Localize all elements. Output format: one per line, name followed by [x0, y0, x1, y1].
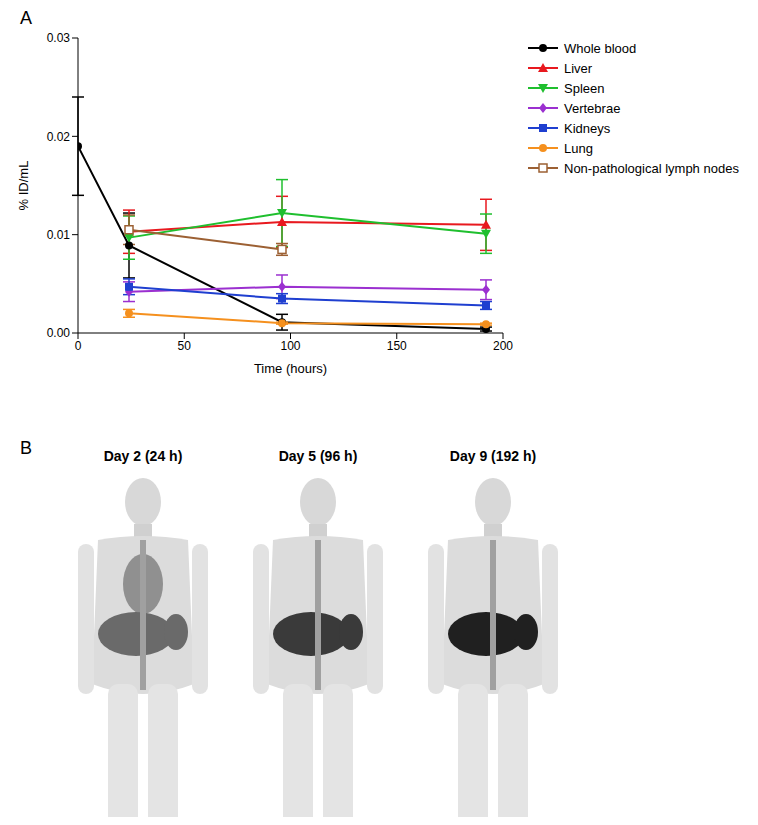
html-text:Whole blood: Whole blood: [564, 40, 637, 56]
svg-text:0.03: 0.03: [47, 31, 71, 45]
svg-text:0: 0: [75, 339, 82, 353]
html-text:A: A: [20, 8, 32, 28]
html-text:Day 5 (96 h): Day 5 (96 h): [278, 448, 358, 464]
svg-text:200: 200: [493, 339, 513, 353]
svg-text:% ID/mL: % ID/mL: [16, 161, 31, 211]
html-text:Kidneys: Kidneys: [564, 120, 611, 136]
svg-text:150: 150: [387, 339, 407, 353]
html-text:Day 9 (192 h): Day 9 (192 h): [449, 448, 537, 464]
html-text:Spleen: Spleen: [564, 80, 605, 96]
svg-text:0.00: 0.00: [47, 326, 71, 340]
html-text:Lung: Lung: [564, 140, 593, 156]
html-text:Liver: Liver: [564, 60, 593, 76]
svg-text:0.02: 0.02: [47, 130, 71, 144]
svg-text:100: 100: [280, 339, 300, 353]
html-text:Day 2 (24 h): Day 2 (24 h): [103, 448, 183, 464]
svg-text:0.01: 0.01: [47, 228, 71, 242]
html-text:B: B: [20, 438, 32, 458]
html-text:Non-pathological lymph nodes: Non-pathological lymph nodes: [564, 160, 739, 176]
svg-text:Time (hours): Time (hours): [254, 361, 327, 376]
html-text:Vertebrae: Vertebrae: [564, 100, 621, 116]
svg-text:50: 50: [178, 339, 192, 353]
